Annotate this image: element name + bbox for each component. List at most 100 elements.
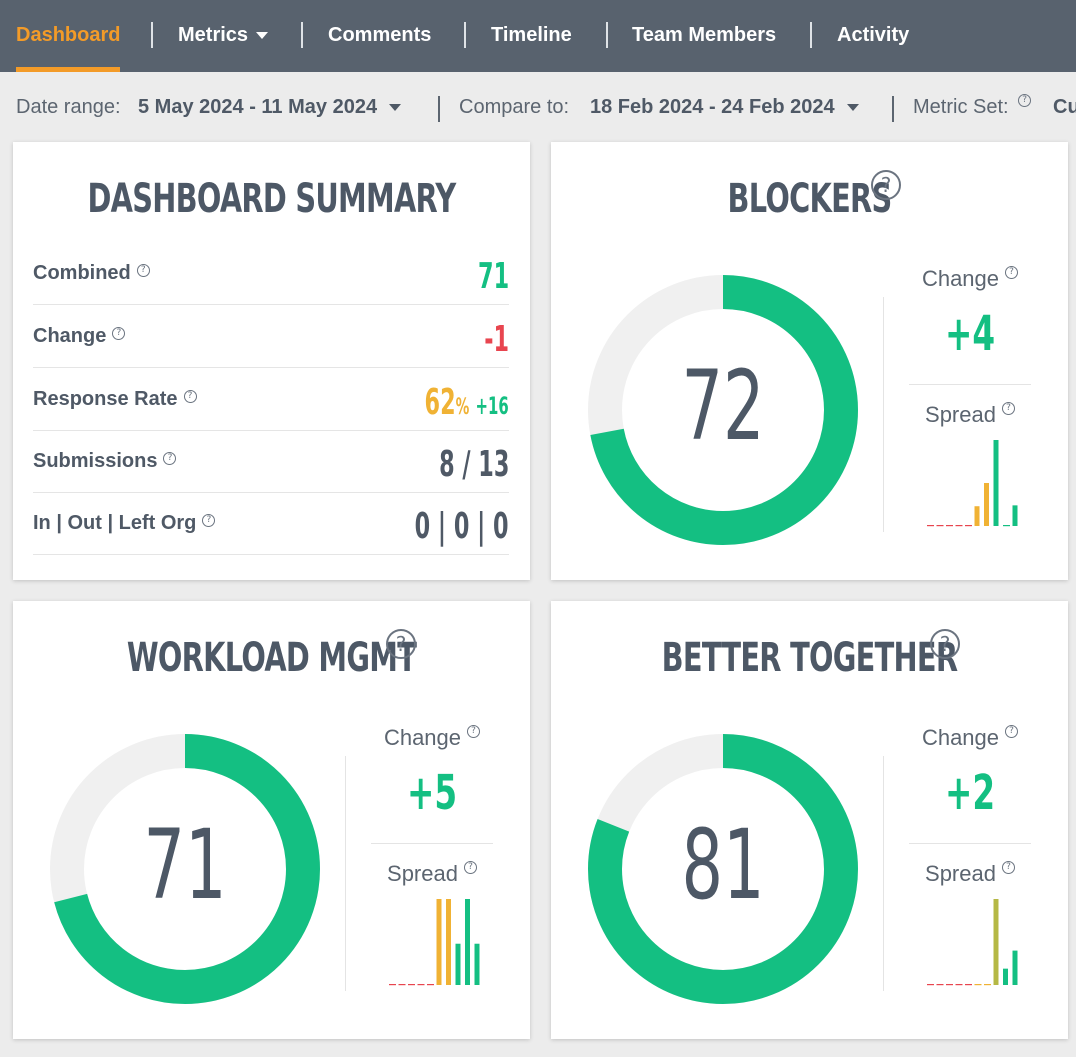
response-rate-delta: +16: [475, 392, 509, 420]
divider: [909, 843, 1031, 844]
score-gauge: 81: [587, 733, 859, 1005]
spread-baseline-mark: [927, 984, 934, 986]
tab-timeline-label: Timeline: [491, 24, 572, 46]
spread-baseline-mark: [408, 984, 415, 986]
nav-divider: [464, 22, 466, 48]
spread-chart: [389, 899, 480, 986]
change-label: Change?: [371, 725, 493, 751]
metric-card-workload-mgmt: WORKLOAD MGMT ? 71 Change? +5 Spread?: [13, 601, 530, 1039]
spread-baseline-mark: [398, 984, 406, 986]
spread-baseline-mark: [427, 984, 434, 986]
summary-row-change: Change? -1: [33, 305, 509, 368]
help-icon[interactable]: ?: [871, 170, 901, 200]
change-value: +2: [944, 765, 996, 821]
tab-comments[interactable]: Comments: [328, 0, 431, 72]
spread-baseline-mark: [946, 984, 953, 986]
gauge-score: 71: [143, 809, 227, 921]
spread-baseline-mark: [955, 525, 963, 527]
chevron-down-icon: [846, 104, 859, 112]
spread-baseline-mark: [936, 525, 944, 527]
spread-baseline-mark: [984, 984, 991, 986]
gauge-ring: [50, 734, 320, 1004]
gauge-arc: [588, 275, 858, 545]
nav-divider: [810, 22, 812, 48]
metric-card-blockers: BLOCKERS ? 72 Change? +4 Spread?: [551, 142, 1068, 580]
tab-timeline[interactable]: Timeline: [491, 0, 572, 72]
tab-team-members-label: Team Members: [632, 24, 777, 46]
help-icon[interactable]: ?: [112, 327, 126, 340]
spread-bar: [465, 899, 470, 985]
spread-baseline-mark: [389, 984, 396, 986]
help-icon[interactable]: ?: [1001, 861, 1015, 874]
spread-baseline-mark: [965, 984, 972, 986]
compare-to-select[interactable]: 18 Feb 2024 - 24 Feb 2024: [590, 96, 859, 119]
tab-team-members[interactable]: Team Members: [632, 0, 776, 72]
chevron-down-icon: [389, 104, 402, 112]
card-title: DASHBOARD SUMMARY: [87, 176, 456, 222]
filter-bar: Date range: 5 May 2024 - 11 May 2024 Com…: [0, 72, 1076, 142]
summary-row-submissions: Submissions? 8 / 13: [33, 430, 509, 493]
card-title: BLOCKERS: [727, 176, 892, 222]
help-icon[interactable]: ?: [1005, 266, 1019, 279]
help-icon[interactable]: ?: [136, 264, 150, 277]
tab-activity[interactable]: Activity: [837, 0, 909, 72]
spread-baseline-mark: [974, 984, 982, 986]
summary-row-combined: Combined? 71: [33, 242, 509, 305]
filter-divider: [892, 96, 894, 122]
score-gauge: 72: [587, 274, 859, 546]
spread-baseline-mark: [946, 525, 953, 527]
help-icon[interactable]: ?: [1018, 94, 1032, 107]
help-icon[interactable]: ?: [386, 629, 416, 659]
chevron-down-icon: [256, 32, 269, 40]
spread-bar: [984, 483, 989, 526]
divider: [345, 756, 346, 991]
row-label-text: In | Out | Left Org: [33, 512, 197, 534]
spread-bar: [446, 899, 451, 985]
spread-baseline-mark: [927, 525, 934, 527]
change-label: Change?: [909, 266, 1031, 292]
help-icon[interactable]: ?: [1005, 725, 1019, 738]
response-rate-value: 62: [424, 382, 456, 423]
filter-divider: [438, 96, 440, 122]
help-icon[interactable]: ?: [467, 725, 481, 738]
metric-set-label-text: Metric Set:: [913, 96, 1009, 118]
spread-label-text: Spread: [387, 861, 458, 886]
compare-to-label: Compare to:: [459, 96, 570, 118]
help-icon[interactable]: ?: [163, 452, 177, 465]
summary-row-in-out-left: In | Out | Left Org? 0 | 0 | 0: [33, 492, 509, 555]
change-label-text: Change: [921, 725, 1000, 750]
help-icon[interactable]: ?: [463, 861, 477, 874]
help-icon[interactable]: ?: [202, 514, 216, 527]
spread-label: Spread?: [909, 402, 1031, 428]
spread-bar: [993, 440, 999, 526]
summary-row-value: 8 / 13: [438, 444, 509, 485]
gauge-arc: [50, 734, 320, 1004]
spread-baseline-mark: [965, 525, 972, 527]
tab-metrics-label: Metrics: [178, 24, 249, 46]
row-label-text: Combined: [33, 262, 131, 284]
spread-chart: [927, 899, 1018, 986]
spread-baseline-mark: [955, 984, 963, 986]
help-icon[interactable]: ?: [1001, 402, 1015, 415]
spread-label-text: Spread: [925, 861, 996, 886]
summary-row-label: In | Out | Left Org?: [33, 512, 216, 535]
change-label: Change?: [909, 725, 1031, 751]
change-label-text: Change: [921, 266, 1000, 291]
change-value: +4: [944, 306, 996, 362]
help-icon[interactable]: ?: [930, 629, 960, 659]
metric-set-select[interactable]: Cu: [1053, 96, 1076, 119]
tab-dashboard[interactable]: Dashboard: [16, 0, 121, 72]
date-range-value: 5 May 2024 - 11 May 2024: [138, 96, 378, 118]
spread-bar: [474, 943, 480, 985]
summary-row-response-rate: Response Rate? 62% +16: [33, 368, 509, 431]
tab-metrics[interactable]: Metrics: [178, 0, 269, 72]
dashboard-summary-card: DASHBOARD SUMMARY Combined? 71 Change? -…: [13, 142, 530, 580]
divider: [883, 297, 884, 532]
spread-bar: [1003, 968, 1008, 985]
help-icon[interactable]: ?: [183, 390, 197, 403]
metric-card-better-together: BETTER TOGETHER ? 81 Change? +2 Spread?: [551, 601, 1068, 1039]
nav-divider: [606, 22, 608, 48]
date-range-select[interactable]: 5 May 2024 - 11 May 2024: [138, 96, 402, 119]
row-label-text: Response Rate: [33, 388, 178, 410]
date-range-label: Date range:: [16, 96, 121, 118]
